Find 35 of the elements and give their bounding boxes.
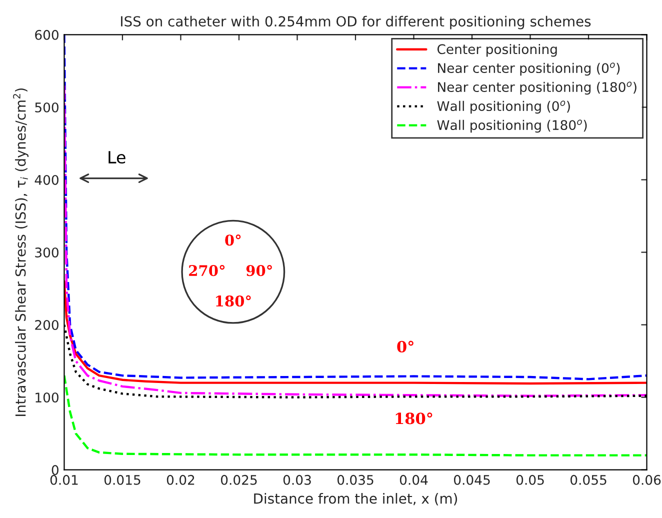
line-series — [64, 280, 647, 385]
annotation: 270° — [189, 264, 225, 276]
annotation: 0° — [225, 234, 241, 246]
annotation: 180° — [216, 295, 251, 307]
annotation: 180° — [396, 412, 432, 424]
y-tick-label: 0 — [52, 465, 58, 476]
annotation: 90° — [246, 264, 272, 276]
annotation: 0° — [397, 340, 414, 352]
x-tick-label: 0.01 — [50, 474, 78, 485]
y-tick-label: 200 — [35, 320, 58, 330]
x-axis-title: Distance from the inlet, x (m) — [254, 493, 458, 506]
legend-label: Near center positioning (0$^{o}$) — [438, 62, 620, 76]
y-tick-label: 600 — [35, 30, 58, 40]
x-tick-label: 0.025 — [220, 474, 257, 485]
x-tick-label: 0.05 — [516, 474, 544, 485]
legend-label: Wall positioning (0$^{o}$) — [437, 100, 570, 114]
legend-label: Wall positioning (180$^{o}$) — [437, 120, 587, 133]
x-tick-label: 0.04 — [400, 474, 428, 485]
legend-label: Near center positioning (180$^{o}$) — [438, 82, 636, 95]
legend-label: Center positioning — [437, 44, 557, 57]
x-tick-label: 0.06 — [632, 474, 661, 485]
y-tick-label: 400 — [34, 174, 58, 185]
y-tick-label: 100 — [36, 392, 58, 403]
x-tick-label: 0.045 — [454, 474, 490, 485]
x-tick-label: 0.015 — [104, 474, 140, 485]
x-tick-label: 0.03 — [283, 474, 311, 485]
line-series — [64, 374, 647, 456]
x-tick-label: 0.02 — [166, 474, 194, 485]
chart-title: ISS on catheter with 0.254mm OD for different positioning schemes — [121, 16, 591, 30]
x-tick-label: 0.055 — [570, 474, 606, 485]
annotation: Le — [108, 151, 126, 164]
y-tick-label: 300 — [35, 247, 58, 258]
y-axis-title: Intravascular Shear Stress (ISS), τ$_{i}$ (dynes/cm$^{2}$) — [13, 88, 28, 416]
y-tick-label: 500 — [35, 102, 58, 112]
x-tick-label: 0.035 — [337, 474, 374, 485]
